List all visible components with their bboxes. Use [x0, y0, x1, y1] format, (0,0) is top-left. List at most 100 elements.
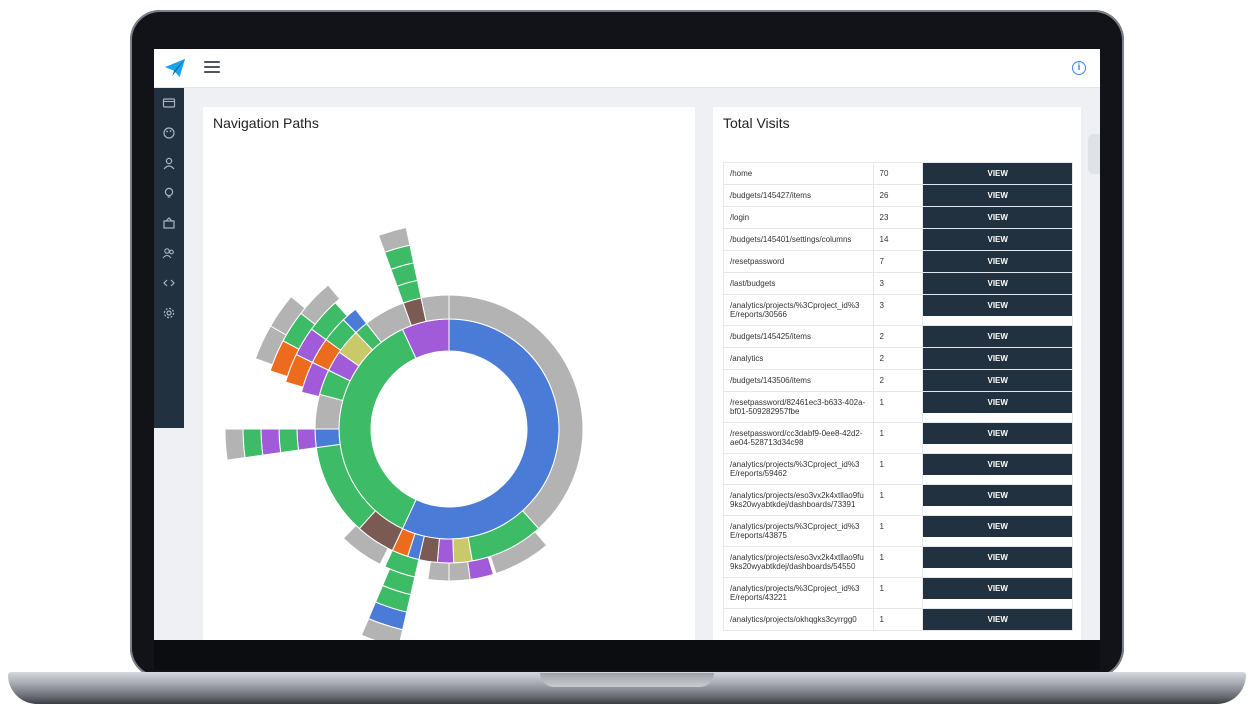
visits-table-row: /analytics 2 VIEW — [723, 347, 1073, 370]
visit-path: /resetpassword — [723, 250, 874, 273]
visit-count: 1 — [872, 577, 924, 609]
visit-count: 1 — [872, 422, 924, 454]
visit-path: /budgets/145427/items — [723, 184, 874, 207]
visit-path: /resetpassword/82461ec3-b633-402a-bf01-5… — [723, 391, 874, 423]
wallet-icon[interactable] — [162, 96, 176, 110]
app-screen: i Navigation Paths Total Visits /home 70 V… — [154, 49, 1100, 640]
gear-icon[interactable] — [162, 306, 176, 320]
paper-plane-icon[interactable] — [164, 57, 186, 79]
visits-table-row: /resetpassword/82461ec3-b633-402a-bf01-5… — [723, 391, 1073, 423]
visit-action-cell: VIEW — [922, 369, 1073, 392]
lightbulb-icon[interactable] — [162, 186, 176, 200]
sunburst-segment-43[interactable] — [300, 284, 341, 326]
visit-path: /analytics/projects/okhqgks3cyrrgg0 — [723, 608, 874, 631]
sunburst-segment-21[interactable] — [489, 530, 548, 575]
sunburst-segment-34[interactable] — [278, 428, 300, 454]
visit-count: 2 — [872, 347, 924, 370]
visit-path: /analytics/projects/eso3vx2k4xtllao9fu9k… — [723, 484, 874, 516]
visit-path: /budgets/143506/items — [723, 369, 874, 392]
sunburst-segment-48[interactable] — [269, 295, 306, 336]
visit-count: 1 — [872, 391, 924, 423]
visit-count: 14 — [872, 228, 924, 251]
visit-path: /analytics/projects/%3Cproject_id%3E/rep… — [723, 577, 874, 609]
visits-table-row: /analytics/projects/%3Cproject_id%3E/rep… — [723, 453, 1073, 485]
building-icon[interactable] — [162, 216, 176, 230]
navigation-paths-panel: Navigation Paths — [203, 107, 695, 640]
visit-action-cell: VIEW — [922, 484, 1073, 516]
visit-count: 26 — [872, 184, 924, 207]
visit-count: 3 — [872, 272, 924, 295]
visit-action-cell: VIEW — [922, 453, 1073, 485]
sunburst-segment-23[interactable] — [448, 561, 471, 582]
view-button[interactable]: VIEW — [923, 207, 1072, 228]
visit-action-cell: VIEW — [922, 184, 1073, 207]
view-button[interactable]: VIEW — [923, 185, 1072, 206]
users-icon[interactable] — [162, 246, 176, 260]
view-button[interactable]: VIEW — [923, 454, 1072, 475]
visits-table-row: /analytics/projects/%3Cproject_id%3E/rep… — [723, 294, 1073, 326]
visit-action-cell: VIEW — [922, 546, 1073, 578]
visit-action-cell: VIEW — [922, 608, 1073, 631]
visit-path: /budgets/145401/settings/columns — [723, 228, 874, 251]
navigation-paths-title: Navigation Paths — [213, 115, 319, 131]
view-button[interactable]: VIEW — [923, 326, 1072, 347]
visit-action-cell: VIEW — [922, 272, 1073, 295]
visits-table-row: /budgets/145427/items 26 VIEW — [723, 184, 1073, 207]
view-button[interactable]: VIEW — [923, 485, 1072, 506]
visits-table-row: /login 23 VIEW — [723, 206, 1073, 229]
total-visits-title: Total Visits — [723, 115, 790, 131]
visit-action-cell: VIEW — [922, 228, 1073, 251]
visits-table-row: /resetpassword 7 VIEW — [723, 250, 1073, 273]
view-button[interactable]: VIEW — [923, 273, 1072, 294]
sunburst-segment-40[interactable] — [260, 428, 282, 456]
sunburst-segment-27[interactable] — [296, 428, 317, 451]
code-icon[interactable] — [162, 276, 176, 290]
info-icon[interactable]: i — [1072, 61, 1086, 75]
view-button[interactable]: VIEW — [923, 578, 1072, 599]
visits-table-row: /analytics/projects/eso3vx2k4xtllao9fu9k… — [723, 546, 1073, 578]
visit-path: /home — [723, 162, 874, 185]
view-button[interactable]: VIEW — [923, 516, 1072, 537]
visit-action-cell: VIEW — [922, 577, 1073, 609]
user-icon[interactable] — [162, 156, 176, 170]
side-drawer-tab[interactable] — [1088, 134, 1100, 174]
sunburst-segment-49[interactable] — [377, 226, 411, 253]
sunburst-segment-12[interactable] — [314, 428, 341, 449]
view-button[interactable]: VIEW — [923, 348, 1072, 369]
hamburger-icon[interactable] — [204, 61, 220, 75]
laptop-chin — [154, 640, 1100, 670]
palette-icon[interactable] — [162, 126, 176, 140]
view-button[interactable]: VIEW — [923, 163, 1072, 184]
view-button[interactable]: VIEW — [923, 251, 1072, 272]
visit-count: 1 — [872, 608, 924, 631]
visits-table-row: /home 70 VIEW — [723, 162, 1073, 185]
sunburst-segment-51[interactable] — [224, 428, 246, 461]
navigation-sunburst-chart[interactable] — [203, 107, 695, 640]
visit-action-cell: VIEW — [922, 294, 1073, 326]
view-button[interactable]: VIEW — [923, 370, 1072, 391]
view-button[interactable]: VIEW — [923, 547, 1072, 568]
visits-table-row: /budgets/145401/settings/columns 14 VIEW — [723, 228, 1073, 251]
sunburst-segment-20[interactable] — [420, 294, 450, 322]
visit-action-cell: VIEW — [922, 515, 1073, 547]
visits-table-row: /last/budgets 3 VIEW — [723, 272, 1073, 295]
visits-table-row: /analytics/projects/okhqgks3cyrrgg0 1 VIEW — [723, 608, 1073, 631]
visit-action-cell: VIEW — [922, 391, 1073, 423]
sunburst-segment-46[interactable] — [242, 428, 264, 459]
visit-action-cell: VIEW — [922, 347, 1073, 370]
visits-table-row: /budgets/145425/items 2 VIEW — [723, 325, 1073, 348]
sunburst-segment-24[interactable] — [427, 561, 450, 582]
view-button[interactable]: VIEW — [923, 609, 1072, 630]
visit-path: /login — [723, 206, 874, 229]
sunburst-segment-6[interactable] — [436, 538, 455, 564]
sunburst-segment-50[interactable] — [360, 617, 404, 640]
visits-table-row: /analytics/projects/%3Cproject_id%3E/rep… — [723, 577, 1073, 609]
visits-table-row: /analytics/projects/eso3vx2k4xtllao9fu9k… — [723, 484, 1073, 516]
sunburst-segment-26[interactable] — [342, 524, 389, 566]
view-button[interactable]: VIEW — [923, 229, 1072, 250]
view-button[interactable]: VIEW — [923, 423, 1072, 444]
visit-action-cell: VIEW — [922, 206, 1073, 229]
view-button[interactable]: VIEW — [923, 392, 1072, 413]
view-button[interactable]: VIEW — [923, 295, 1072, 316]
visits-table-row: /resetpassword/cc3dabf9-0ee8-42d2-ae04-5… — [723, 422, 1073, 454]
